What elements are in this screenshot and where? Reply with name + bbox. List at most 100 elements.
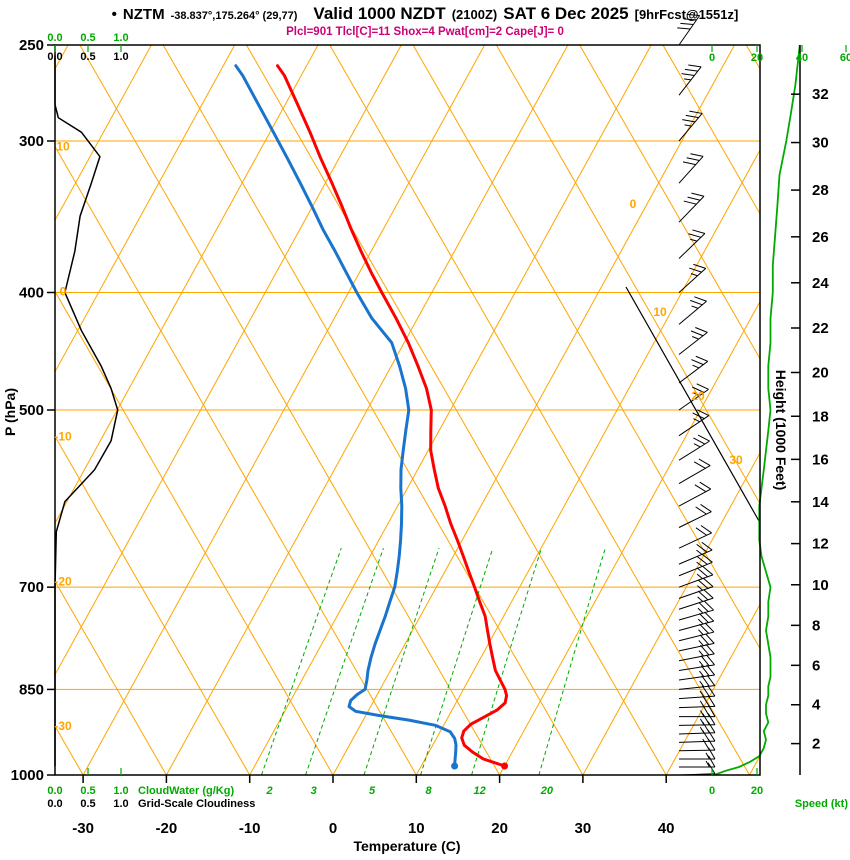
height-axis-title: Height (1000 Feet) — [773, 370, 789, 491]
wind-barb-half-feather — [698, 650, 704, 657]
dry-adiabat-label: -30 — [54, 719, 72, 733]
cloudiness-scale-top-label: 0.5 — [80, 51, 95, 63]
wind-barb-feather — [696, 409, 710, 417]
wind-barb-feather — [697, 568, 708, 578]
height-tick-label: 4 — [812, 697, 821, 714]
wind-barb-feather — [699, 634, 710, 645]
wind-barb-feather — [690, 330, 704, 337]
wind-barb-feather — [677, 27, 691, 30]
speed-axis-label: Speed (kt) — [795, 798, 849, 810]
wind-barb-feather — [707, 685, 716, 697]
mixing-ratio-label: 3 — [311, 785, 317, 797]
wind-barb-half-feather — [698, 640, 704, 647]
isotherm-line — [55, 45, 236, 373]
height-tick-label: 8 — [812, 617, 820, 634]
wind-barb-feather — [686, 157, 700, 161]
dewpoint-curve — [234, 64, 458, 768]
wind-barb-feather — [687, 196, 701, 201]
wind-barb-feather — [702, 695, 710, 707]
mixing-ratio-line — [305, 548, 384, 775]
skewt-grid — [55, 45, 850, 775]
cloudiness-curve — [54, 55, 119, 766]
wind-barb-stem — [678, 156, 704, 184]
wind-barb-half-feather — [696, 549, 703, 555]
dry-adiabat-line — [55, 435, 251, 775]
dry-adiabat-line — [830, 45, 850, 775]
height-tick-label: 2 — [812, 736, 820, 753]
mixing-ratio-label: 2 — [265, 785, 272, 797]
wind-barb-half-feather — [696, 573, 703, 580]
wind-barb-feather — [703, 589, 714, 599]
wind-barb-stem — [678, 511, 712, 528]
wind-barb-feather — [695, 506, 707, 515]
station-bullet-icon: • — [111, 6, 117, 23]
wind-barb-feather — [701, 553, 713, 563]
wind-barb-feather — [692, 412, 705, 420]
dry-adiabat-line — [55, 580, 167, 775]
wind-barb-feather — [700, 644, 710, 656]
height-tick-label: 32 — [812, 86, 829, 103]
pressure-tick-label: 300 — [19, 133, 44, 150]
temperature-tick-label: -10 — [239, 820, 261, 837]
wind-barb-half-feather — [692, 336, 699, 340]
height-tick-label: 30 — [812, 135, 829, 152]
wind-barb-feather — [681, 73, 695, 76]
mixing-ratio-line — [363, 548, 440, 775]
wind-barb-stem — [678, 66, 702, 96]
cloudwater-scale-top-label: 1.0 — [113, 32, 128, 44]
wind-barb-half-feather — [693, 418, 700, 423]
wind-barb-feather — [698, 602, 709, 612]
wind-barb-feather — [696, 555, 708, 565]
speed-scale-top-label: 60 — [840, 52, 850, 64]
wind-barb-feather — [704, 611, 715, 622]
speed-scale-top-label: 0 — [709, 52, 715, 64]
wind-barb-feather — [689, 267, 702, 273]
temperature-curve-surface-dot — [501, 762, 509, 770]
cloudwater-axis-label: CloudWater (g/Kg) — [138, 785, 234, 797]
wind-barb-half-feather — [690, 273, 698, 277]
wind-barb-half-feather — [698, 629, 704, 636]
dry-adiabat-label: 0 — [60, 285, 67, 299]
isotherm-label: 20 — [691, 389, 705, 403]
speed-scale-top-label: 40 — [796, 52, 808, 64]
wind-barb-feather — [700, 655, 710, 667]
wind-barb-feather — [705, 633, 715, 644]
isotherm-line — [582, 451, 760, 775]
cloudiness-scale-top-label: 0.0 — [47, 51, 62, 63]
speed-scale-top-label: 20 — [751, 52, 763, 64]
height-tick-label: 24 — [812, 275, 829, 292]
pressure-tick-label: 500 — [19, 402, 44, 419]
forecast-hour: [9hrFcst@1551z] — [634, 7, 739, 22]
mixing-ratio-line — [538, 548, 606, 775]
wind-barb-half-feather — [692, 392, 700, 397]
dry-adiabat-label: -10 — [54, 429, 72, 443]
wind-barb-feather — [707, 713, 716, 725]
wind-barb-feather — [689, 299, 703, 306]
wind-barb-feather — [693, 263, 706, 269]
cloudiness-scale-bottom-label: 1.0 — [113, 798, 128, 810]
height-tick-label: 14 — [812, 494, 829, 511]
wind-barb-stem — [678, 732, 715, 735]
temperature-tick-label: 40 — [658, 820, 675, 837]
temperature-tick-label: 30 — [575, 820, 592, 837]
wind-barb-half-feather — [698, 660, 705, 667]
dry-adiabat-line — [579, 45, 760, 360]
wind-barbs — [677, 13, 716, 776]
wind-barb-stem — [678, 724, 716, 726]
station-id: NZTM — [122, 6, 165, 23]
wind-barb-feather — [683, 18, 697, 21]
speed-scale-bottom-label: 0 — [709, 785, 715, 797]
wind-barb-half-feather — [699, 680, 705, 688]
wind-barb-feather — [700, 504, 712, 513]
cloudiness-scale-bottom-label: 0.0 — [47, 798, 62, 810]
wind-barb-feather — [685, 114, 699, 119]
wind-barb-half-feather — [684, 78, 692, 81]
wind-barb-half-feather — [697, 607, 704, 614]
wind-barb-half-feather — [700, 710, 705, 717]
wind-barb-feather — [703, 600, 714, 611]
wind-barb-feather — [680, 22, 694, 26]
wind-barb-feather — [691, 359, 704, 366]
wind-barb-stem — [678, 300, 707, 325]
wind-barb-half-feather — [696, 561, 703, 567]
